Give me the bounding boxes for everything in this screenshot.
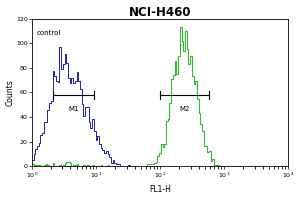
Title: NCI-H460: NCI-H460 — [129, 6, 191, 19]
X-axis label: FL1-H: FL1-H — [149, 185, 171, 194]
Text: control: control — [37, 30, 61, 36]
Text: M1: M1 — [68, 106, 79, 112]
Y-axis label: Counts: Counts — [6, 79, 15, 106]
Text: M2: M2 — [179, 106, 190, 112]
